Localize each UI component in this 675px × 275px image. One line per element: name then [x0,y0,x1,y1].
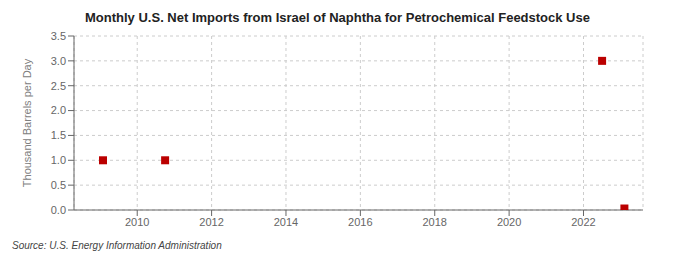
svg-text:0.0: 0.0 [51,204,66,216]
svg-text:2020: 2020 [497,216,521,228]
svg-text:3.5: 3.5 [51,30,66,42]
svg-text:1.5: 1.5 [51,129,66,141]
svg-text:Thousand Barrels per Day: Thousand Barrels per Day [21,58,33,187]
svg-text:2018: 2018 [422,216,446,228]
svg-text:1.0: 1.0 [51,154,66,166]
svg-text:2.5: 2.5 [51,80,66,92]
svg-text:0.5: 0.5 [51,179,66,191]
svg-text:2022: 2022 [571,216,595,228]
html-text:Monthly U.S. Net Imports from: Monthly U.S. Net Imports from Israel of … [85,10,590,25]
svg-text:2016: 2016 [348,216,372,228]
svg-text:2010: 2010 [125,216,149,228]
svg-text:2014: 2014 [274,216,298,228]
svg-text:2.0: 2.0 [51,104,66,116]
html-text:Source: U.S. Energy Informatio: Source: U.S. Energy Information Administ… [12,240,222,251]
svg-text:3.0: 3.0 [51,55,66,67]
svg-text:2012: 2012 [199,216,223,228]
